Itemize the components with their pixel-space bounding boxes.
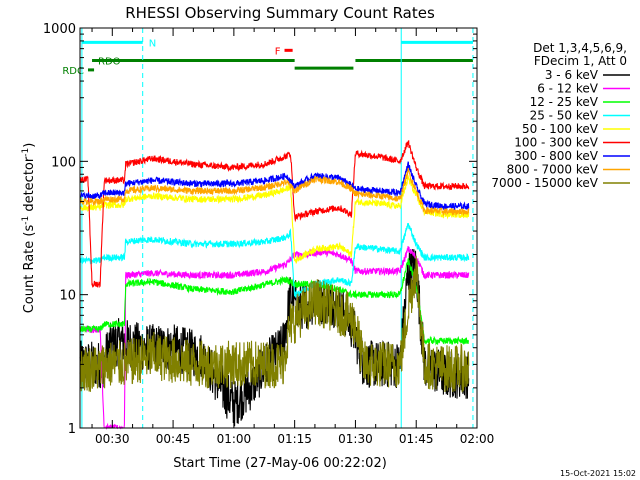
footer-timestamp: 15-Oct-2021 15:02 — [560, 469, 636, 478]
x-tick-label-5: 01:45 — [399, 432, 434, 446]
series-line-2 — [79, 258, 470, 346]
y-tick-label-1: 10 — [59, 289, 76, 304]
legend-header-line-2: FDecim 1, Att 0 — [534, 54, 627, 68]
legend-header-line-1: Det 1,3,4,5,6,9, — [533, 41, 627, 55]
legend-entry-0: 3 - 6 keV — [545, 68, 599, 82]
series-line-7 — [79, 167, 470, 217]
y-axis-label-end: ) — [22, 143, 37, 148]
x-axis-ticks: 00:30 00:45 01:00 01:15 01:30 01:45 02:00 — [91, 28, 495, 446]
x-axis-label: Start Time (27-May-06 00:22:02) — [173, 456, 387, 471]
series-line-0 — [79, 249, 470, 427]
x-tick-label-0: 00:30 — [95, 432, 130, 446]
series-line-4 — [79, 175, 470, 265]
y-axis-label-sup1: -1 — [21, 216, 31, 225]
series-lines — [79, 140, 470, 431]
flag-label-4: RDC — [62, 66, 84, 77]
series-line-1 — [79, 246, 470, 431]
legend-entry-7: 800 - 7000 keV — [507, 163, 599, 177]
series-line-3 — [79, 223, 470, 298]
legend-entry-6: 300 - 800 keV — [514, 149, 598, 163]
legend-entry-8: 7000 - 15000 keV — [491, 176, 598, 190]
x-tick-label-1: 00:45 — [156, 432, 191, 446]
legend-entry-5: 100 - 300 keV — [514, 136, 598, 150]
plot-frame — [79, 27, 478, 429]
flag-label-0: N — [149, 38, 156, 49]
y-axis-ticks: 1 10 100 1000 — [43, 22, 477, 437]
legend: Det 1,3,4,5,6,9, FDecim 1, Att 0 3 - 6 k… — [491, 41, 630, 190]
y-axis-label-main: Count Rate (s — [22, 225, 37, 314]
legend-entry-3: 25 - 50 keV — [530, 109, 599, 123]
y-tick-label-2: 100 — [51, 155, 76, 170]
x-tick-label-3: 01:15 — [277, 432, 312, 446]
series-line-5 — [79, 140, 470, 289]
x-tick-label-4: 01:30 — [338, 432, 373, 446]
y-axis-label-sup2: -1 — [21, 148, 31, 157]
legend-entry-2: 12 - 25 keV — [530, 95, 599, 109]
y-tick-label-0: 1 — [68, 422, 76, 437]
series-line-8 — [79, 255, 470, 393]
y-axis-label-mid: detector — [22, 156, 37, 216]
series-line-6 — [79, 161, 470, 212]
flag-bars: N F RDO RDC — [62, 38, 473, 77]
legend-entry-4: 50 - 100 keV — [522, 122, 599, 136]
y-axis-label: Count Rate (s-1 detector-1) — [21, 143, 37, 314]
x-tick-label-2: 01:00 — [217, 432, 252, 446]
flag-label-1: F — [275, 46, 281, 57]
legend-entry-1: 6 - 12 keV — [537, 82, 599, 96]
chart-title: RHESSI Observing Summary Count Rates — [125, 4, 435, 22]
y-tick-label-3: 1000 — [43, 22, 76, 37]
flag-label-2: RDO — [98, 57, 121, 68]
x-tick-label-6: 02:00 — [460, 432, 495, 446]
